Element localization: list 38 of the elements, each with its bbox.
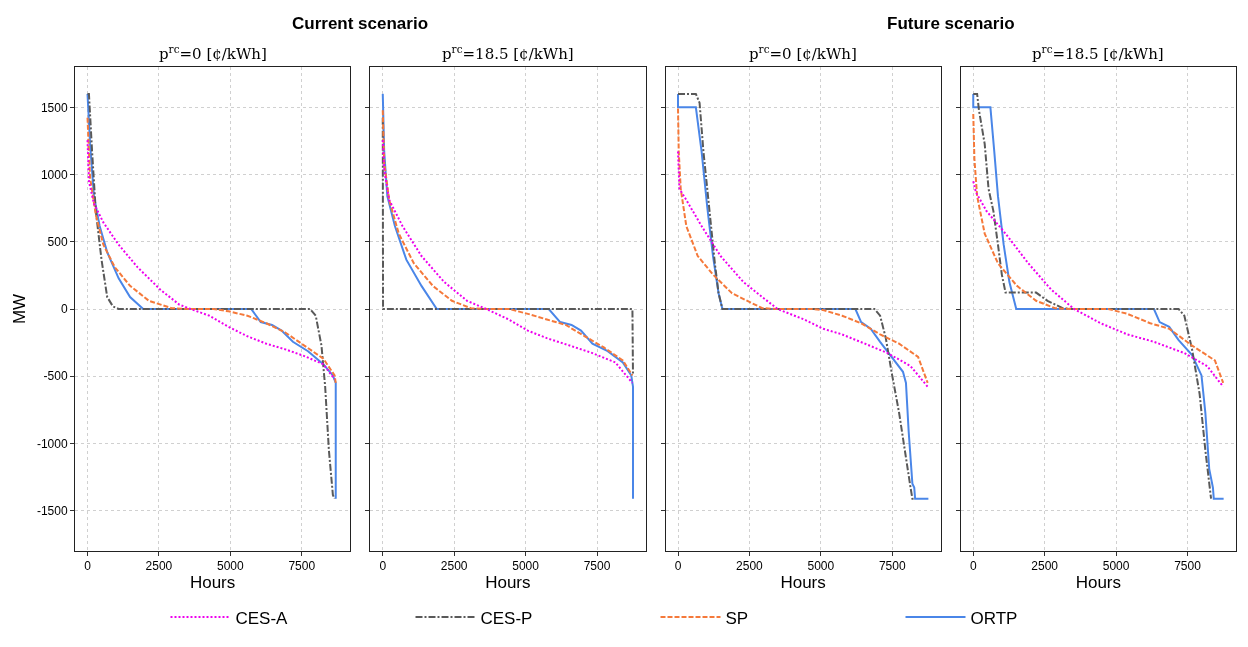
x-tick-label: 2500 bbox=[1031, 559, 1059, 574]
text: Current scenario bbox=[292, 14, 429, 33]
legend-label: CES-P bbox=[480, 608, 533, 628]
x-tick-label: 5000 bbox=[1102, 559, 1130, 574]
x-tick-label: 5000 bbox=[512, 559, 540, 574]
text: Future scenario bbox=[887, 14, 1015, 33]
x-tick-label: 7500 bbox=[878, 559, 906, 574]
y-tick-label: -1500 bbox=[36, 503, 68, 518]
y-axis-title: MW bbox=[10, 293, 30, 325]
y-tick-label: -1000 bbox=[36, 436, 68, 451]
x-tick-label: 0 bbox=[674, 559, 682, 574]
x-tick-label: 0 bbox=[969, 559, 977, 574]
x-tick-label: 2500 bbox=[736, 559, 764, 574]
legend-label: SP bbox=[725, 608, 749, 628]
x-tick-label: 7500 bbox=[1174, 559, 1202, 574]
y-tick-label: -500 bbox=[43, 369, 68, 384]
x-axis-title: Hours bbox=[485, 573, 531, 593]
chart-title: p$^{rc}$=18.5 [¢/kWh] bbox=[442, 43, 574, 64]
x-axis-title: Hours bbox=[780, 573, 826, 593]
y-tick-label: 1000 bbox=[40, 167, 68, 182]
legend-label: ORTP bbox=[970, 608, 1018, 628]
chart-title: p$^{rc}$=0 [¢/kWh] bbox=[159, 43, 267, 64]
x-axis-title: Hours bbox=[1075, 573, 1122, 593]
x-tick-label: 2500 bbox=[440, 559, 468, 574]
x-tick-label: 7500 bbox=[583, 559, 611, 574]
legend-label: CES-A bbox=[235, 608, 289, 628]
x-tick-label: 7500 bbox=[288, 559, 316, 574]
x-tick-label: 2500 bbox=[145, 559, 173, 574]
y-tick-label: 1500 bbox=[40, 100, 68, 115]
chart-title: p$^{rc}$=18.5 [¢/kWh] bbox=[1032, 43, 1164, 64]
x-tick-label: 0 bbox=[379, 559, 387, 574]
chart-title: p$^{rc}$=0 [¢/kWh] bbox=[749, 43, 857, 64]
x-tick-label: 0 bbox=[84, 559, 92, 574]
y-tick-label: 500 bbox=[47, 234, 68, 249]
x-axis-title: Hours bbox=[189, 573, 236, 593]
x-tick-label: 5000 bbox=[807, 559, 835, 574]
y-tick-label: 0 bbox=[60, 302, 68, 317]
x-tick-label: 5000 bbox=[216, 559, 245, 574]
